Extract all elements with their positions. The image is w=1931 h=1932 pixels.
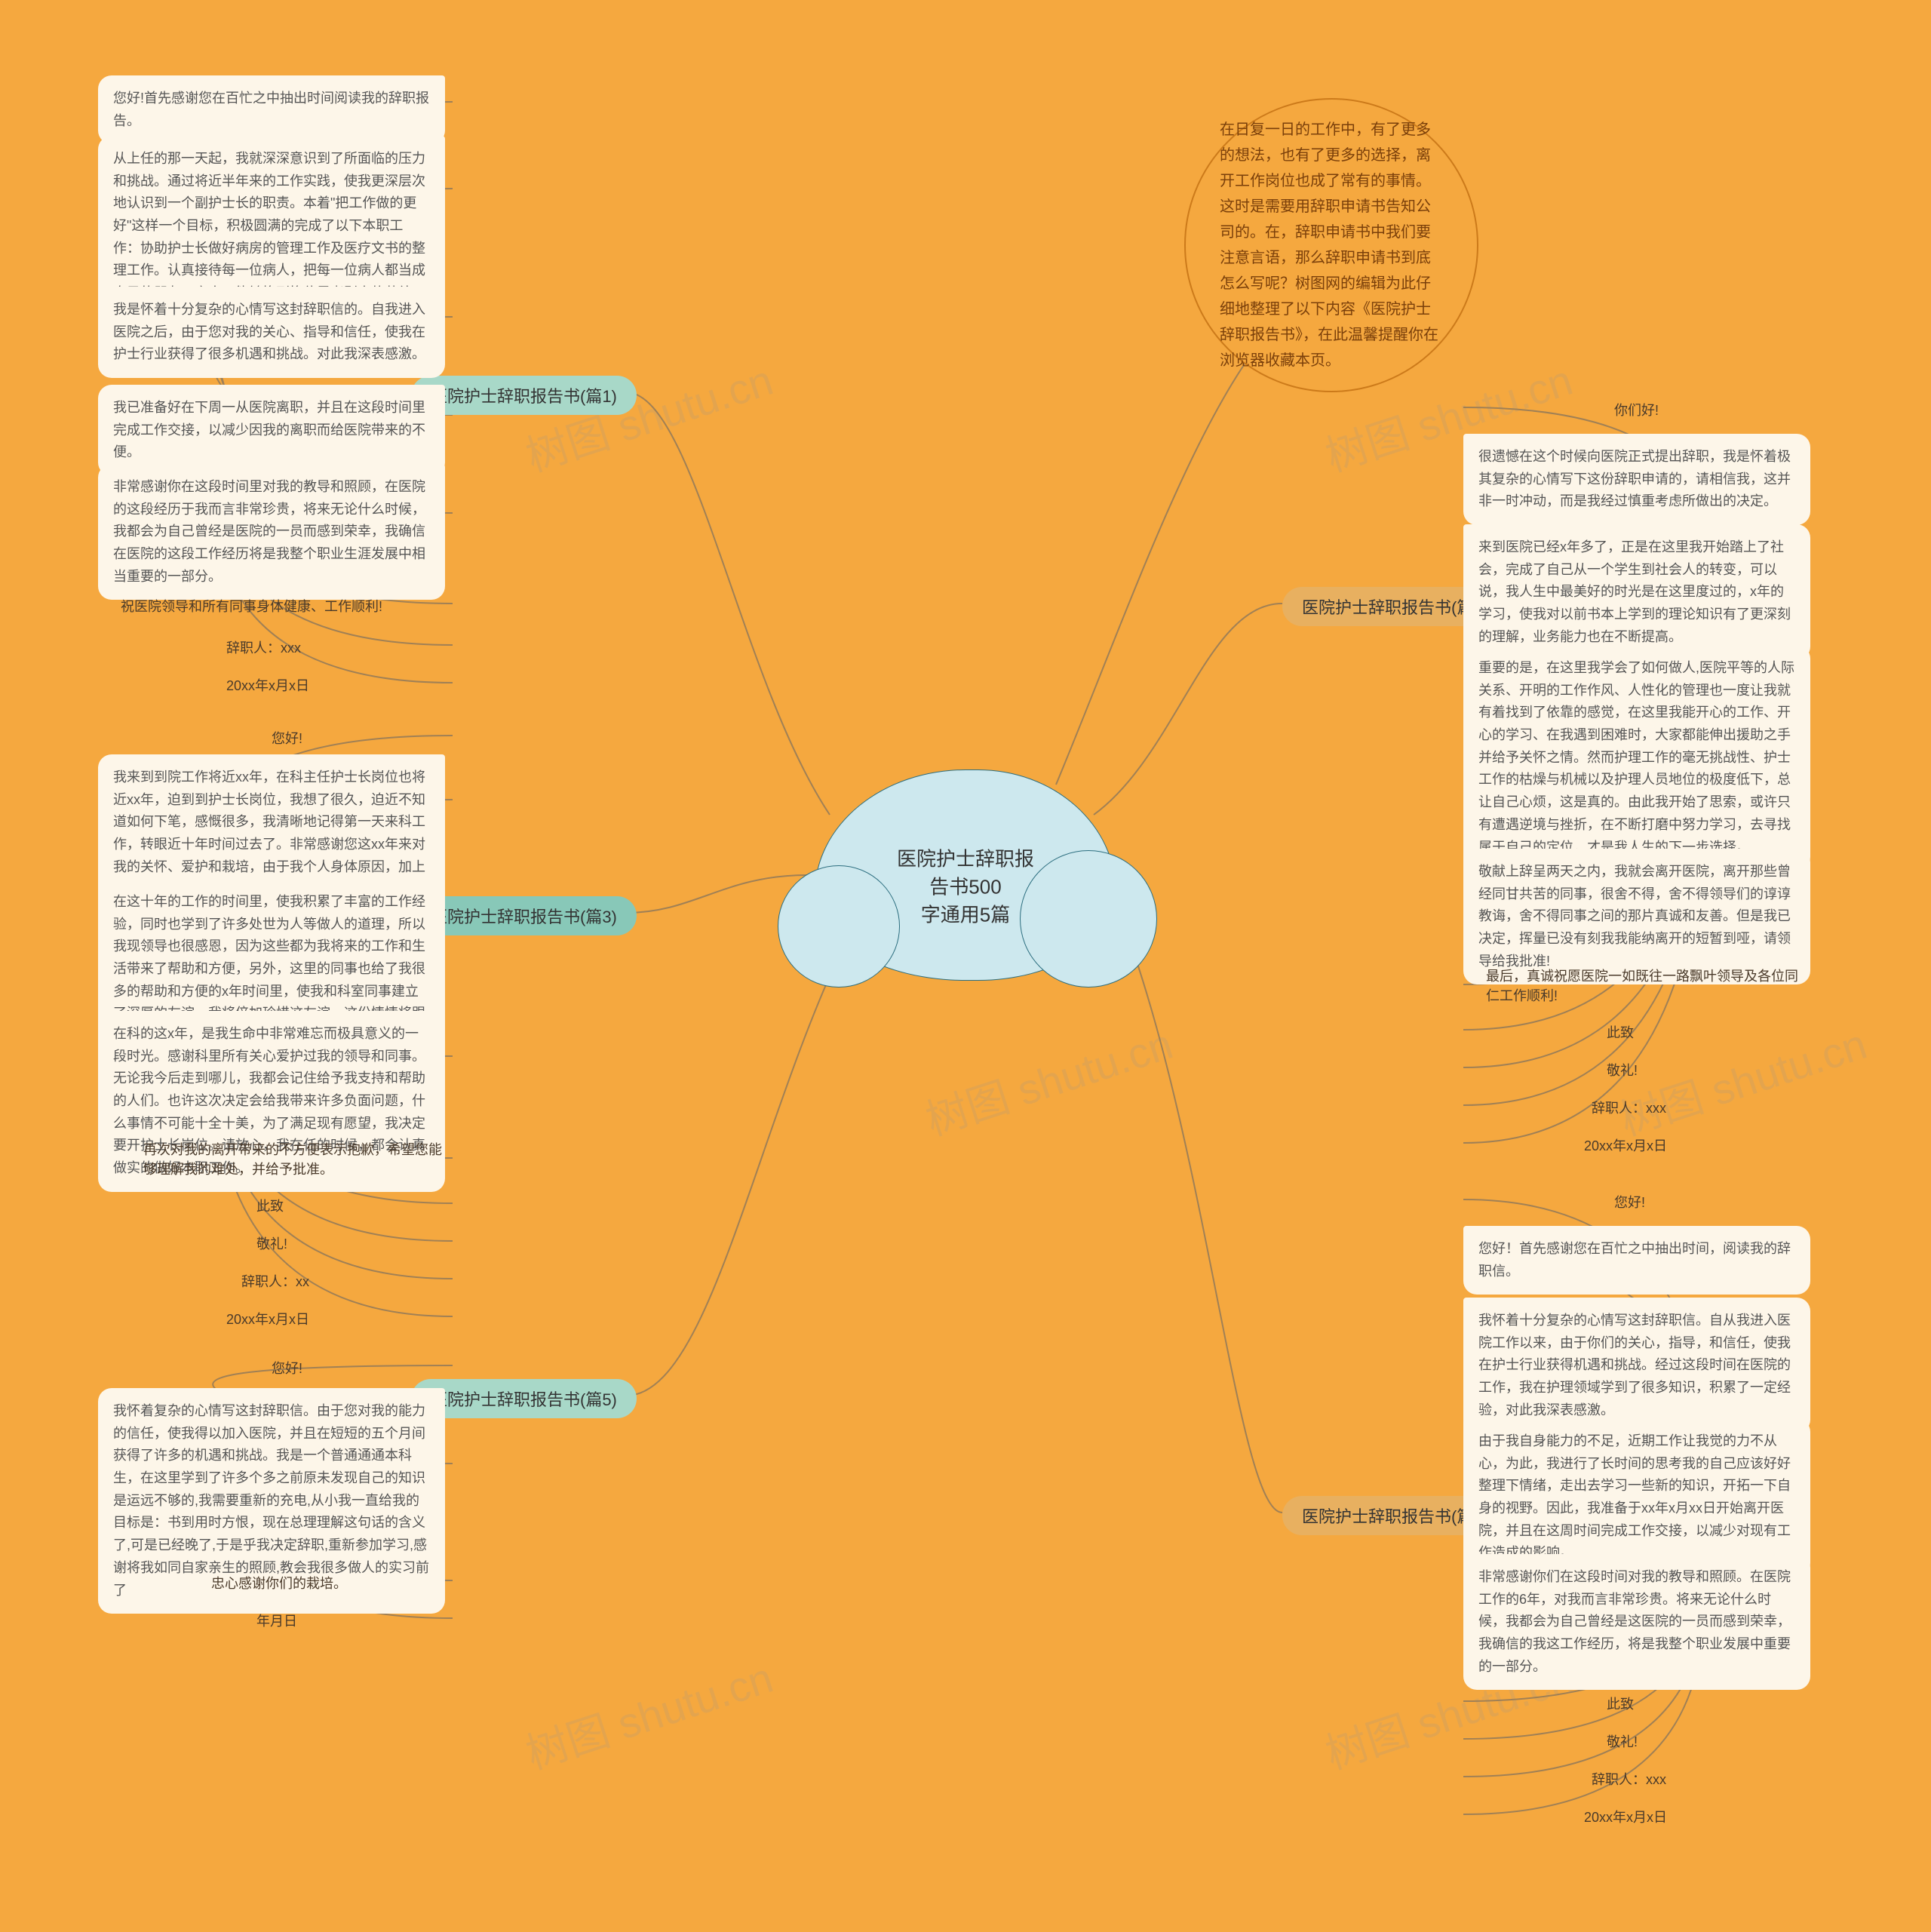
b3-date: 20xx年x月x日	[226, 1309, 309, 1328]
b4-date: 20xx年x月x日	[1584, 1807, 1667, 1826]
b3-p4: 再次对我的离开带来的不方便表示抱歉，希望您能够理解我的难处，并给予批准。	[143, 1139, 445, 1178]
b3-sign: 辞职人：xx	[241, 1271, 309, 1291]
intro-bubble: 在日复一日的工作中，有了更多的想法，也有了更多的选择，离开工作岗位也成了常有的事…	[1184, 98, 1478, 392]
b4-p1: 您好！首先感谢您在百忙之中抽出时间，阅读我的辞职信。	[1463, 1226, 1810, 1295]
b5-p2: 忠心感谢你们的栽培。	[211, 1573, 347, 1593]
b4-p4: 非常感谢你们在这段时间对我的教导和照顾。在医院工作的6年，对我而言非常珍贵。将来…	[1463, 1554, 1810, 1690]
b2-l2: 敬礼!	[1607, 1060, 1638, 1080]
b1-sign: 辞职人：xxx	[226, 637, 301, 657]
b1-p4: 我已准备好在下周一从医院离职，并且在这段时间里完成工作交接，以减少因我的离职而给…	[98, 385, 445, 476]
watermark: 树图 shutu.cn	[917, 1011, 1180, 1148]
b2-l1: 此致	[1607, 1022, 1634, 1042]
b1-p3: 我是怀着十分复杂的心情写这封辞职信的。自我进入医院之后，由于您对我的关心、指导和…	[98, 287, 445, 378]
b2-p1: 很遗憾在这个时候向医院正式提出辞职，我是怀着极其复杂的心情写下这份辞职申请的，请…	[1463, 434, 1810, 525]
watermark: 树图 shutu.cn	[517, 1645, 780, 1782]
b1-p1: 您好!首先感谢您在百忙之中抽出时间阅读我的辞职报告。	[98, 75, 445, 144]
b2-date: 20xx年x月x日	[1584, 1135, 1667, 1155]
b2-sign: 辞职人：xxx	[1592, 1098, 1666, 1117]
b4-p0: 您好!	[1614, 1192, 1645, 1212]
b4-l1: 此致	[1607, 1694, 1634, 1713]
watermark: 树图 shutu.cn	[1611, 1011, 1874, 1148]
b5-p0: 您好!	[272, 1358, 302, 1378]
watermark: 树图 shutu.cn	[517, 347, 780, 484]
b1-p6: 祝医院领导和所有同事身体健康、工作顺利!	[121, 596, 382, 616]
center-topic: 医院护士辞职报告书500 字通用5篇	[815, 769, 1116, 981]
b1-date: 20xx年x月x日	[226, 675, 309, 695]
b4-p3: 由于我自身能力的不足，近期工作让我觉的力不从心，为此，我进行了长时间的思考我的自…	[1463, 1418, 1810, 1577]
b3-l1: 此致	[256, 1196, 284, 1215]
b3-l2: 敬礼!	[256, 1233, 287, 1253]
b2-p5: 最后，真诚祝愿医院一如既往一路飘叶领导及各位同仁工作顺利!	[1486, 966, 1803, 1005]
b4-p2: 我怀着十分复杂的心情写这封辞职信。自从我进入医院工作以来，由于你们的关心，指导，…	[1463, 1298, 1810, 1433]
b4-sign: 辞职人：xxx	[1592, 1769, 1666, 1789]
b3-p0: 您好!	[272, 728, 302, 748]
center-title: 医院护士辞职报告书500 字通用5篇	[890, 844, 1041, 928]
b4-l2: 敬礼!	[1607, 1731, 1638, 1751]
b1-p5: 非常感谢你在这段时间里对我的教导和照顾，在医院的这段经历于我而言非常珍贵，将来无…	[98, 464, 445, 600]
b2-p2: 来到医院已经x年多了，正是在这里我开始踏上了社会，完成了自己从一个学生到社会人的…	[1463, 524, 1810, 660]
b2-p4: 敬献上辞呈两天之内，我就会离开医院，离开那些曾经同甘共苦的同事，很舍不得，舍不得…	[1463, 849, 1810, 984]
b5-p3: 年月日	[256, 1611, 297, 1630]
b2-p0: 你们好!	[1614, 400, 1659, 419]
b2-p3: 重要的是，在这里我学会了如何做人,医院平等的人际关系、开明的工作作风、人性化的管…	[1463, 645, 1810, 871]
